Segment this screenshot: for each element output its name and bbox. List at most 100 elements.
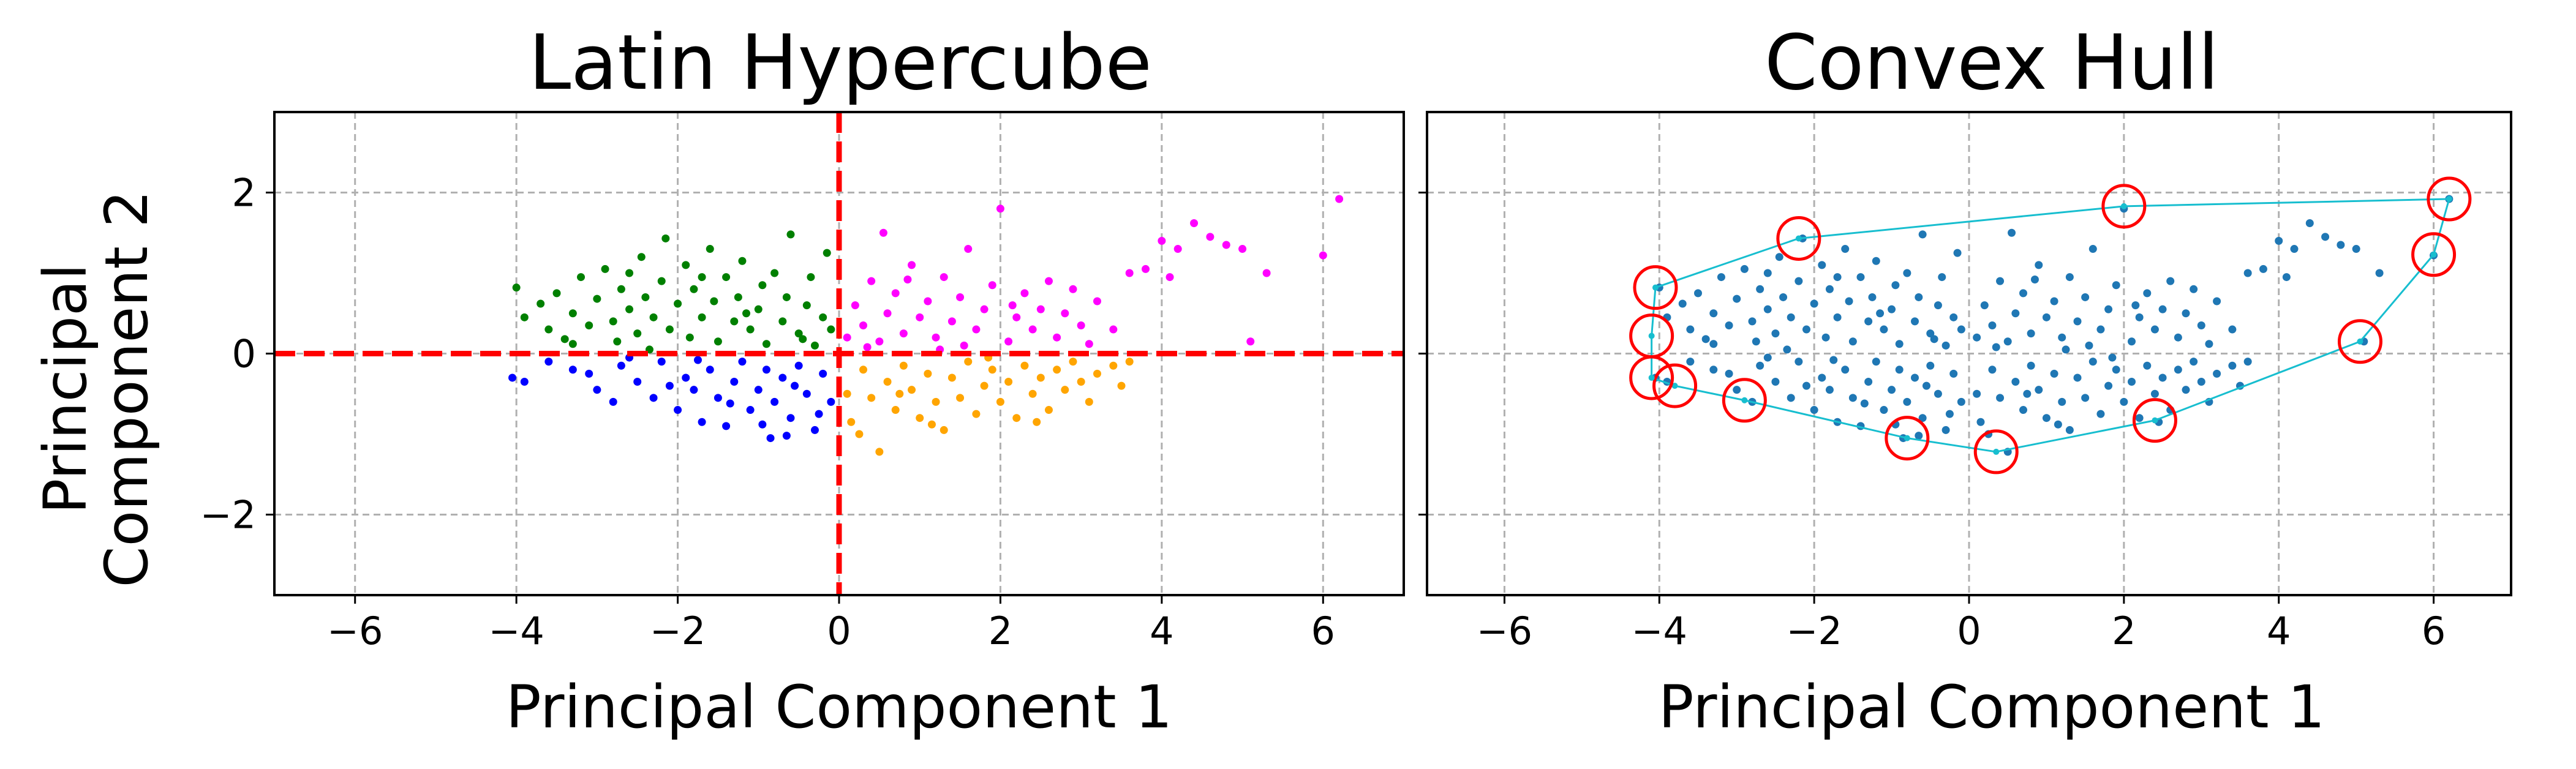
data-point [1206, 233, 1215, 241]
data-point [1238, 245, 1247, 253]
data-point [2027, 361, 2035, 370]
data-point [2197, 378, 2205, 386]
data-point [1934, 301, 1942, 310]
data-point [585, 321, 593, 329]
data-point [1787, 313, 1795, 321]
data-point [1093, 369, 1101, 378]
data-point [1980, 301, 1989, 310]
data-point [649, 313, 658, 321]
data-point [947, 317, 956, 326]
data-point [1845, 297, 1853, 306]
x-tick-label: −6 [1477, 609, 1532, 653]
data-point [960, 341, 968, 350]
data-point [996, 397, 1004, 406]
data-point [1190, 219, 1199, 227]
data-point [1733, 294, 1741, 303]
data-point [722, 422, 731, 430]
data-point [1872, 358, 1880, 366]
data-point [851, 301, 859, 310]
data-point [1008, 301, 1017, 310]
data-point [1085, 340, 1093, 348]
data-point [2050, 297, 2058, 306]
data-point [1779, 293, 1788, 301]
data-point [2112, 366, 2120, 374]
data-point [2042, 414, 2051, 422]
data-point [585, 369, 593, 378]
data-point [613, 337, 622, 346]
hull-vertex-circle [1633, 265, 1678, 310]
data-point [1061, 386, 1069, 394]
data-point [1036, 373, 1045, 382]
data-point [823, 249, 831, 257]
data-point [1020, 361, 1029, 370]
data-point [2011, 378, 2020, 386]
data-point [1795, 277, 1803, 285]
data-point [577, 273, 586, 282]
data-point [1725, 369, 1733, 378]
data-point [827, 397, 835, 406]
data-point [2088, 358, 2097, 366]
hull-vertex-circle [2427, 176, 2472, 222]
data-point [791, 381, 799, 390]
data-point [802, 301, 811, 310]
data-point [1864, 317, 1873, 326]
data-point [1036, 305, 1045, 313]
data-point [1802, 381, 1810, 390]
data-point [1841, 366, 1850, 374]
data-point [520, 378, 529, 386]
data-point [1783, 345, 1791, 354]
data-point [2143, 361, 2152, 370]
hull-edge [2433, 198, 2450, 255]
data-point [1988, 366, 1997, 374]
data-point [1085, 397, 1093, 406]
data-point [1848, 394, 1857, 402]
data-point [875, 448, 884, 456]
data-point [1709, 309, 1718, 318]
data-point [1166, 273, 1174, 282]
data-point [758, 420, 767, 429]
data-point [940, 273, 948, 282]
data-point [2158, 373, 2167, 382]
data-point [1821, 333, 1830, 342]
data-point [1918, 230, 1927, 239]
data-point [2259, 264, 2267, 273]
data-point [1918, 414, 1927, 422]
data-point [754, 386, 763, 394]
data-point [665, 381, 674, 390]
data-point [657, 358, 666, 366]
data-point [2088, 245, 2097, 253]
x-tick-label: −4 [488, 609, 544, 653]
y-tick-label: 0 [232, 332, 256, 377]
data-point [1262, 269, 1271, 277]
data-point [544, 358, 553, 366]
data-point [1686, 358, 1695, 366]
data-point [2321, 233, 2330, 241]
x-tick-label: 2 [2112, 609, 2136, 653]
data-point [891, 406, 900, 415]
data-point [815, 410, 823, 418]
data-point [2143, 289, 2152, 298]
data-point [568, 309, 577, 318]
data-point [1222, 241, 1230, 249]
data-point [1941, 426, 1950, 434]
hull-vertex-point [2446, 196, 2452, 203]
data-point [980, 305, 989, 313]
data-point [879, 228, 887, 237]
data-point [843, 389, 851, 398]
hull-vertex-point [1741, 397, 1748, 403]
hull-edge [1651, 287, 1657, 336]
x-tick-label: 0 [1957, 609, 1981, 653]
data-point [940, 426, 948, 434]
hull-vertex-point [1648, 332, 1655, 339]
data-point [568, 340, 577, 348]
data-point [2042, 313, 2051, 321]
data-point [1888, 386, 1896, 394]
data-point [746, 406, 755, 415]
data-point [2065, 426, 2074, 434]
data-point [617, 285, 625, 293]
data-point [1756, 285, 1764, 293]
data-point [799, 335, 807, 343]
data-point [685, 333, 694, 342]
data-point [1069, 358, 1077, 366]
data-point [916, 414, 924, 422]
